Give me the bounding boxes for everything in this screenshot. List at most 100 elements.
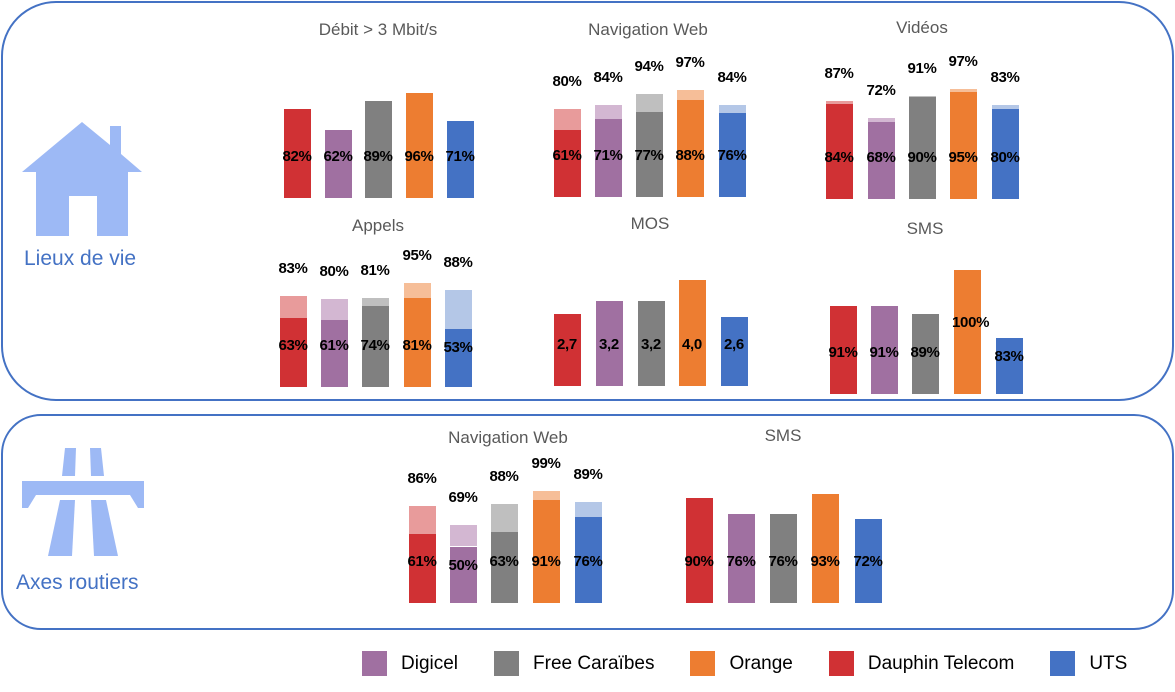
legend-label: Digicel bbox=[401, 652, 459, 674]
bar-outer-digicel bbox=[868, 117, 895, 123]
value-label: 62% bbox=[323, 148, 353, 165]
chart-title: SMS bbox=[906, 219, 944, 238]
bar-uts bbox=[447, 120, 474, 198]
bar-dauphin-telecom bbox=[284, 108, 311, 198]
value-label: 61% bbox=[552, 147, 582, 164]
legend-swatch bbox=[690, 651, 716, 676]
bar-dauphin-telecom bbox=[554, 129, 581, 197]
legend-label: Free Caraïbes bbox=[533, 652, 655, 674]
value-label: 63% bbox=[278, 337, 308, 354]
chart-title: Vidéos bbox=[896, 18, 948, 37]
bar-outer-uts bbox=[992, 105, 1019, 109]
legend-swatch bbox=[828, 651, 854, 676]
legend-swatch bbox=[1050, 651, 1076, 676]
value-label: 4,0 bbox=[682, 336, 702, 353]
bar-outer-dauphin-telecom bbox=[280, 295, 307, 318]
value-label: 84% bbox=[824, 149, 854, 166]
value-label: 90% bbox=[907, 149, 937, 166]
highway-icon bbox=[22, 448, 144, 556]
bar-digicel bbox=[325, 130, 352, 198]
outer-value-label: 88% bbox=[443, 254, 473, 272]
outer-value-label: 86% bbox=[407, 469, 437, 487]
value-label: 95% bbox=[948, 149, 978, 166]
value-label: 82% bbox=[282, 148, 312, 165]
legend-item: UTS bbox=[1050, 651, 1127, 676]
value-label: 81% bbox=[402, 337, 432, 354]
bar-outer-dauphin-telecom bbox=[409, 505, 436, 535]
bar-orange bbox=[950, 91, 977, 199]
value-label: 50% bbox=[448, 556, 478, 574]
legend-item: Orange bbox=[690, 651, 793, 676]
bar-outer-orange bbox=[950, 89, 977, 92]
value-label: 3,2 bbox=[641, 336, 661, 353]
outer-value-label: 88% bbox=[489, 467, 519, 485]
value-label: 77% bbox=[634, 147, 664, 164]
bar-orange bbox=[679, 280, 706, 386]
outer-value-label: 84% bbox=[717, 68, 747, 86]
legend-item: Dauphin Telecom bbox=[828, 651, 1015, 676]
bar-outer-uts bbox=[575, 502, 602, 518]
value-label: 83% bbox=[994, 348, 1024, 365]
legend-label: Orange bbox=[729, 652, 793, 674]
legend-item: Digicel bbox=[362, 651, 458, 676]
value-label: 71% bbox=[593, 147, 623, 164]
outer-value-label: 80% bbox=[319, 263, 349, 280]
outer-value-label: 89% bbox=[573, 466, 603, 484]
outer-value-label: 81% bbox=[360, 261, 390, 279]
bar-free-caraïbes bbox=[365, 100, 392, 198]
bar-uts bbox=[992, 108, 1019, 199]
section-label-lieux: Lieux de vie bbox=[24, 247, 137, 270]
legend: Digicel Free Caraïbes Orange Dauphin Teleco… bbox=[362, 651, 1163, 676]
value-label: 76% bbox=[768, 553, 798, 570]
bar-digicel bbox=[595, 118, 622, 197]
outer-value-label: 97% bbox=[948, 53, 978, 71]
bar-uts bbox=[719, 113, 746, 197]
lieux-de-vie-panel bbox=[1, 1, 1174, 401]
bar-digicel bbox=[321, 319, 348, 387]
bar-outer-digicel bbox=[450, 525, 477, 547]
bar-outer-free-caraïbes bbox=[636, 93, 663, 113]
chart-title: MOS bbox=[630, 214, 670, 233]
legend-label: Dauphin Telecom bbox=[867, 652, 1015, 674]
value-label: 76% bbox=[717, 147, 747, 164]
value-label: 76% bbox=[726, 553, 756, 570]
legend-label: UTS bbox=[1089, 652, 1128, 674]
bar-orange bbox=[404, 297, 431, 387]
bar-dauphin-telecom bbox=[409, 534, 436, 603]
value-label: 93% bbox=[810, 553, 840, 570]
legend-swatch bbox=[362, 651, 387, 676]
value-label: 96% bbox=[404, 148, 434, 165]
value-label: 61% bbox=[319, 337, 349, 354]
outer-value-label: 99% bbox=[531, 455, 561, 473]
bar-outer-digicel bbox=[321, 299, 348, 320]
outer-value-label: 83% bbox=[990, 69, 1020, 87]
bar-uts bbox=[721, 317, 748, 386]
bar-dauphin-telecom bbox=[686, 497, 713, 603]
bar-uts bbox=[996, 338, 1023, 394]
bar-dauphin-telecom bbox=[280, 317, 307, 387]
bar-outer-orange bbox=[677, 90, 704, 101]
bar-uts bbox=[575, 517, 602, 603]
section-label-routes: Axes routiers bbox=[16, 571, 139, 594]
bar-free-caraïbes bbox=[491, 531, 518, 603]
outer-value-label: 95% bbox=[402, 246, 432, 264]
bar-free-caraïbes bbox=[770, 514, 797, 603]
value-label: 2,6 bbox=[724, 336, 744, 353]
value-label: 91% bbox=[869, 344, 899, 361]
bar-outer-dauphin-telecom bbox=[554, 109, 581, 130]
bar-free-caraïbes bbox=[638, 301, 665, 386]
value-label: 88% bbox=[675, 147, 705, 164]
value-label: 3,2 bbox=[599, 336, 619, 353]
bar-outer-uts bbox=[445, 290, 472, 329]
bar-outer-free-caraïbes bbox=[491, 503, 518, 532]
outer-value-label: 87% bbox=[824, 64, 854, 82]
bar-outer-digicel bbox=[595, 104, 622, 119]
bar-outer-free-caraïbes bbox=[909, 96, 936, 98]
legend-item: Free Caraïbes bbox=[494, 651, 654, 676]
bar-dauphin-telecom bbox=[554, 314, 581, 386]
value-label: 80% bbox=[990, 149, 1020, 166]
house-icon bbox=[22, 122, 142, 236]
bar-orange bbox=[406, 93, 433, 198]
bar-outer-orange bbox=[533, 491, 560, 501]
outer-value-label: 94% bbox=[634, 57, 664, 75]
